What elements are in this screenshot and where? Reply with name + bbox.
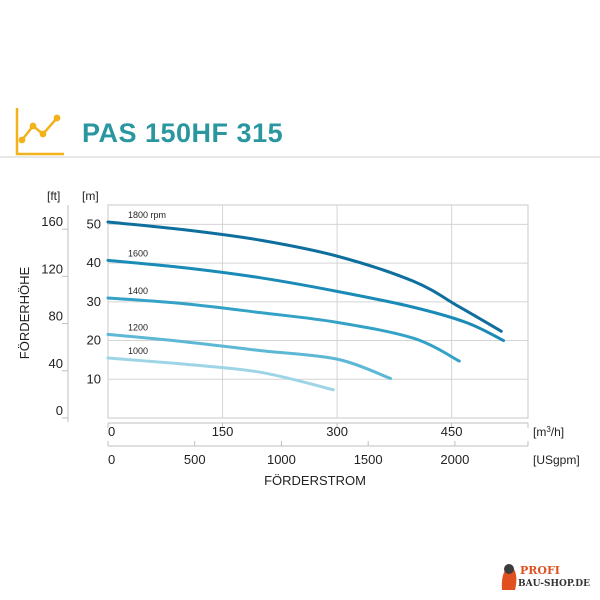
y-unit-m: [m] [82, 189, 99, 203]
series-label: 1600 [128, 248, 148, 258]
x-tick-label-primary: 150 [212, 424, 234, 439]
series-line [106, 296, 461, 363]
chart-grid [107, 204, 529, 419]
y-tick-label-ft: 80 [49, 309, 63, 324]
x-axis-label: FÖRDERSTROM [264, 473, 366, 488]
series-line [106, 220, 503, 333]
y-tick-label-m: 50 [87, 216, 101, 231]
chart-icon [15, 108, 64, 156]
x-tick-label-primary: 450 [441, 424, 463, 439]
y-tick-label-m: 30 [87, 294, 101, 309]
series-label: 1800 rpm [128, 210, 166, 220]
profi-bau-shop-logo: PROFI BAU-SHOP.DE [501, 564, 590, 590]
series-line [106, 258, 506, 343]
header-graphics [0, 108, 600, 158]
chart-header [0, 100, 600, 160]
y-tick-label-m: 40 [87, 255, 101, 270]
y-axis-label: FÖRDERHÖHE [17, 266, 32, 359]
y-tick-label-m: 20 [87, 333, 101, 348]
page-title: PAS 150HF 315 [82, 118, 284, 148]
plot-frame [107, 204, 529, 419]
x-tick-label-primary: 300 [326, 424, 348, 439]
y-tick-label-ft: 160 [41, 214, 63, 229]
series-line [106, 356, 335, 392]
x-tick-label-secondary: 500 [184, 452, 206, 467]
x-tick-label-secondary: 1000 [267, 452, 296, 467]
series-label: 1400 [128, 286, 148, 296]
y-tick-label-ft: 120 [41, 261, 63, 276]
series-label: 1000 [128, 346, 148, 356]
x-unit-secondary: [USgpm] [533, 453, 580, 467]
x-tick-label-secondary: 0 [108, 452, 115, 467]
series-line [106, 332, 393, 380]
watermark-line2: BAU-SHOP.DE [518, 579, 590, 589]
y-tick-label-ft: 0 [56, 403, 63, 418]
series-label: 1200 [128, 322, 148, 332]
chart-labels: [ft] [m] FÖRDERHÖHE [m3/h] [USgpm] FÖRDE… [17, 189, 580, 488]
x-tick-label-primary: 0 [108, 424, 115, 439]
x-tick-label-secondary: 2000 [440, 452, 469, 467]
chart-series: 1800 rpm 1600 1400 1200 1000 [106, 210, 506, 392]
y-tick-label-m: 10 [87, 371, 101, 386]
x-unit-primary: [m3/h] [533, 425, 564, 439]
x-tick-label-secondary: 1500 [354, 452, 383, 467]
y-tick-label-ft: 40 [49, 356, 63, 371]
y-unit-ft: [ft] [47, 189, 60, 203]
watermark-line1: PROFI [520, 564, 560, 577]
